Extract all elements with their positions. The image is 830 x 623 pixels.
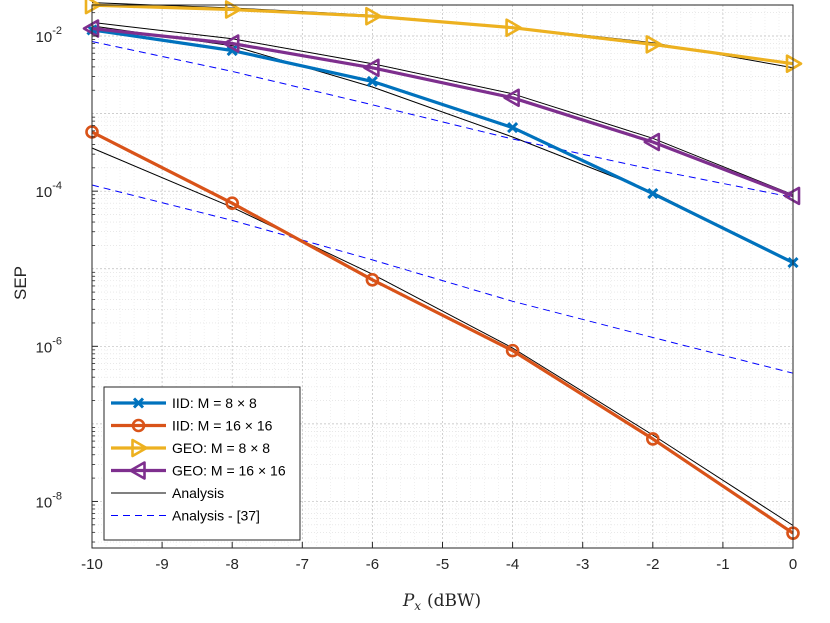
legend-marker <box>132 397 145 409</box>
iid-8x8-point <box>366 75 378 87</box>
iid-16x16-point <box>225 196 239 210</box>
legend: IID: M = 8 × 8 IID: M = 16 × 16 GEO: M = 8… <box>103 386 301 541</box>
legend-marker <box>131 438 148 458</box>
y-axis-label: SEP <box>11 266 30 300</box>
geo-8x8-point <box>84 0 102 15</box>
x-tick-label: -5 <box>436 556 449 573</box>
geo-8x8-line <box>91 3 794 66</box>
y-tick-label: 10-4 <box>36 180 62 201</box>
legend-label: IID: M = 8 × 8 <box>172 395 257 411</box>
analysis-line <box>91 147 794 526</box>
y-tick-label: 10-8 <box>36 490 62 511</box>
geo-8x8-point <box>365 6 382 26</box>
legend-item: Analysis <box>111 485 224 501</box>
x-axis-label-var: P <box>402 591 415 611</box>
iid-16x16-point <box>505 343 520 358</box>
y-tick-label: 10-6 <box>36 335 62 356</box>
x-axis-label-sub: x <box>414 599 421 613</box>
x-tick-label: -7 <box>296 556 309 573</box>
iid-16x16-point <box>365 273 380 287</box>
legend-item: GEO: M = 8 × 8 <box>111 438 270 458</box>
geo-16x16-point <box>643 132 661 152</box>
iid-16x16-point <box>645 432 660 446</box>
series-analysis-37 <box>91 41 794 374</box>
legend-item: IID: M = 8 × 8 <box>111 395 257 411</box>
legend-label: GEO: M = 8 × 8 <box>172 440 270 456</box>
geo-16x16-point <box>222 34 240 53</box>
iid-8x8-point <box>647 188 659 200</box>
legend-label: Analysis - [37] <box>172 508 260 524</box>
x-tick-label: 0 <box>789 556 797 573</box>
analysis-line <box>91 21 794 196</box>
analysis-37-line <box>91 184 794 374</box>
iid-8x8-line <box>91 28 794 265</box>
iid-8x8-point <box>507 122 519 134</box>
x-tick-label: -8 <box>226 556 239 573</box>
legend-item: GEO: M = 16 × 16 <box>111 461 286 480</box>
legend-box <box>103 386 301 541</box>
legend-label: Analysis <box>172 485 224 501</box>
legend-marker <box>129 461 146 480</box>
legend-label: GEO: M = 16 × 16 <box>172 463 286 479</box>
geo-16x16-point <box>82 19 100 38</box>
iid-16x16-line <box>91 130 794 535</box>
series-geo-16x16 <box>82 19 801 206</box>
x-tick-label: -6 <box>366 556 379 573</box>
x-tick-label: -1 <box>716 556 729 573</box>
x-tick-label: -9 <box>155 556 168 573</box>
geo-8x8-point <box>645 35 663 54</box>
x-tick-label: -4 <box>506 556 519 573</box>
geo-8x8-point <box>785 54 803 73</box>
geo-16x16-point <box>503 88 520 108</box>
series-lines <box>82 0 803 540</box>
y-tick-label: 10-2 <box>36 25 62 46</box>
geo-16x16-point <box>783 186 801 206</box>
x-axis-label-unit: (dBW) <box>427 591 481 611</box>
geo-16x16-line <box>91 26 794 198</box>
geo-8x8-point <box>505 18 522 38</box>
legend-item: Analysis - [37] <box>111 508 260 524</box>
legend-marker <box>131 418 146 433</box>
geo-16x16-point <box>363 58 380 78</box>
legend-label: IID: M = 16 × 16 <box>172 418 273 434</box>
x-tick-label: -2 <box>646 556 659 573</box>
x-tick-label: -10 <box>81 556 103 573</box>
legend-item: IID: M = 16 × 16 <box>111 418 273 434</box>
x-tick-label: -3 <box>576 556 589 573</box>
x-axis-label: Px (dBW) <box>402 591 481 613</box>
axis-ticks: -10 -9 -8 -7 -6 -5 -4 -3 -2 -1 010-210-410-610-8 <box>36 12 797 573</box>
